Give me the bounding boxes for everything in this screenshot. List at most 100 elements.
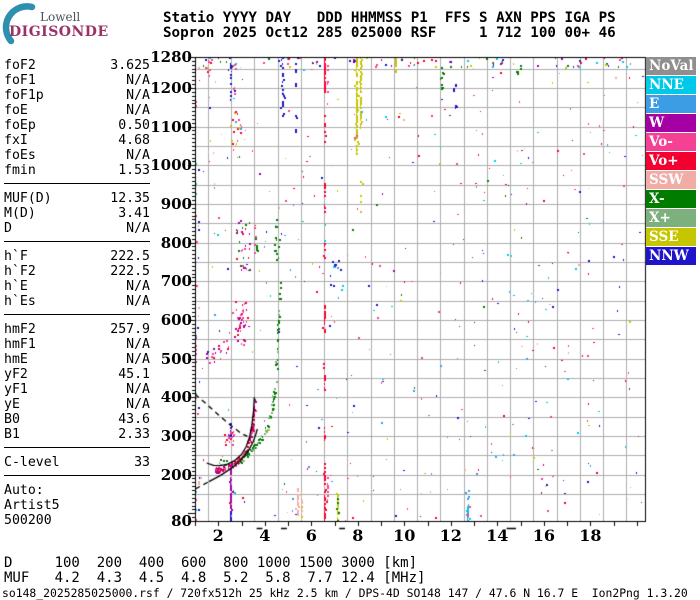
scaled-parameters-panel: foF2 3.625 foF1 N/A foF1p N/A foE N/A foEp 0.50 fx…: [4, 58, 150, 528]
y-axis-tick-label: 80: [171, 512, 192, 530]
param-row: foEs N/A: [4, 148, 150, 163]
param-value: N/A: [126, 148, 150, 163]
param-label: M(D): [4, 206, 36, 221]
section-divider: [4, 475, 150, 476]
param-row: h`E N/A: [4, 279, 150, 294]
status-line: so148_2025285025000.rsf / 720fx512h 25 k…: [2, 586, 688, 600]
legend-item-vo: Vo+: [646, 152, 696, 170]
param-label: foF1: [4, 73, 36, 88]
param-label: h`F2: [4, 264, 36, 279]
legend-item-x: X+: [646, 209, 696, 227]
param-label: yE: [4, 397, 20, 412]
param-row: h`Es N/A: [4, 294, 150, 309]
header-line2: Sopron 2025 Oct12 285 025000 RSF 1 712 1…: [163, 24, 616, 41]
param-label: yF1: [4, 382, 28, 397]
param-row: h`F2 222.5: [4, 264, 150, 279]
param-value: 222.5: [110, 264, 150, 279]
header-line1: Statio YYYY DAY DDD HHMMSS P1 FFS S AXN …: [163, 10, 616, 26]
param-label: h`Es: [4, 294, 36, 309]
param-row: fxI 4.68: [4, 133, 150, 148]
doppler-direction-legend: NoVal NNE E W Vo- Vo+ SSW X- X+ SSE NNW: [646, 57, 696, 266]
section-divider: [4, 314, 150, 315]
muf-row: MUF 4.2 4.3 4.5 4.8 5.2 5.8 7.7 12.4 [MH…: [4, 569, 426, 586]
param-value: N/A: [126, 352, 150, 367]
param-row: yF2 45.1: [4, 367, 150, 382]
param-label: B1: [4, 427, 20, 442]
distance-row: D 100 200 400 600 800 1000 1500 3000 [km…: [4, 555, 418, 571]
param-row: C-level 33: [4, 455, 150, 470]
param-value: 3.625: [110, 58, 150, 73]
param-label: h`F: [4, 249, 28, 264]
param-row: MUF(D) 12.35: [4, 191, 150, 206]
param-row: yE N/A: [4, 397, 150, 412]
x-axis-tick-label: 2: [212, 526, 224, 545]
x-axis-tick-label: 18: [579, 526, 602, 545]
legend-item-noval: NoVal: [646, 57, 696, 75]
section-divider: [4, 241, 150, 242]
param-label: D: [4, 221, 12, 236]
y-axis-tick-label: 900: [160, 194, 192, 213]
section-divider: [4, 183, 150, 184]
param-value: N/A: [126, 382, 150, 397]
param-row: h`F 222.5: [4, 249, 150, 264]
param-label: yF2: [4, 367, 28, 382]
param-label: h`E: [4, 279, 28, 294]
param-value: 43.6: [118, 412, 150, 427]
param-value: 3.41: [118, 206, 150, 221]
logo-lowell-text: Lowell: [40, 10, 81, 24]
legend-item-e: E: [646, 95, 696, 113]
y-axis-tick-label: 1000: [150, 156, 192, 175]
muf-table: D 100 200 400 600 800 1000 1500 3000 [km…: [4, 556, 425, 585]
param-row: hmF1 N/A: [4, 337, 150, 352]
logo-arc-icon: [2, 3, 36, 45]
section-divider: [4, 447, 150, 448]
param-label: fxI: [4, 133, 28, 148]
x-axis-tick-label: 4: [259, 526, 271, 545]
param-value: 2.33: [118, 427, 150, 442]
legend-item-vo: Vo-: [646, 133, 696, 151]
param-row: hmF2 257.9: [4, 322, 150, 337]
param-label: foE: [4, 103, 28, 118]
param-value: 257.9: [110, 322, 150, 337]
param-label: fmin: [4, 163, 36, 178]
digisonde-logo: Lowell DIGISONDE: [2, 2, 152, 46]
param-row: fmin 1.53: [4, 163, 150, 178]
param-value: N/A: [126, 294, 150, 309]
param-label: C-level: [4, 455, 60, 470]
legend-item-sse: SSE: [646, 228, 696, 246]
legend-item-nne: NNE: [646, 76, 696, 94]
legend-item-w: W: [646, 114, 696, 132]
y-axis-tick-label: 800: [160, 233, 192, 252]
param-label: hmE: [4, 352, 28, 367]
y-axis-tick-label: 200: [160, 465, 192, 484]
param-value: N/A: [126, 73, 150, 88]
param-value: 33: [134, 455, 150, 470]
param-label: hmF2: [4, 322, 36, 337]
x-axis-tick-label: 14: [486, 526, 509, 545]
x-axis-tick-label: 16: [532, 526, 555, 545]
param-label: foEs: [4, 148, 36, 163]
param-label: B0: [4, 412, 20, 427]
param-value: 0.50: [118, 118, 150, 133]
y-axis-tick-label: 1200: [150, 78, 192, 97]
param-label: hmF1: [4, 337, 36, 352]
legend-item-x: X-: [646, 190, 696, 208]
param-label: 500200: [4, 513, 52, 528]
y-axis-tick-label: 700: [160, 272, 192, 291]
param-row: foEp 0.50: [4, 118, 150, 133]
x-axis-tick-label: 6: [305, 526, 317, 545]
param-value: 1.53: [118, 163, 150, 178]
param-value: N/A: [126, 397, 150, 412]
param-row: B0 43.6: [4, 412, 150, 427]
param-row: foF2 3.625: [4, 58, 150, 73]
param-label: foF2: [4, 58, 36, 73]
param-value: N/A: [126, 221, 150, 236]
x-axis-tick-label: 10: [393, 526, 416, 545]
param-label: foEp: [4, 118, 36, 133]
x-axis-tick-label: 8: [352, 526, 364, 545]
y-axis-tick-label: 300: [160, 426, 192, 445]
legend-item-ssw: SSW: [646, 171, 696, 189]
param-value: N/A: [126, 88, 150, 103]
